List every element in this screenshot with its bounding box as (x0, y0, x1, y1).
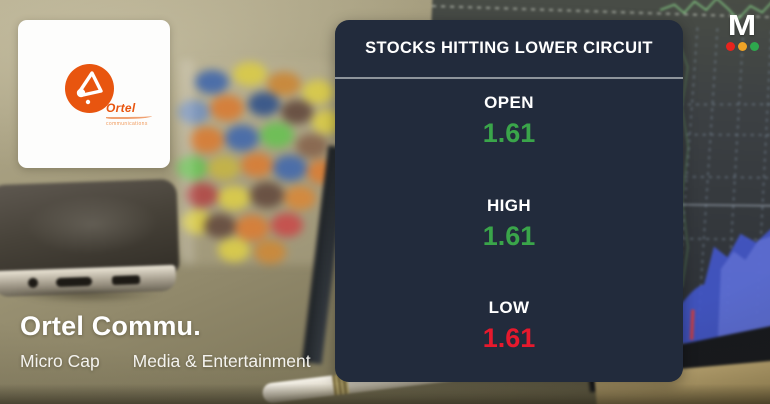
watermark-dots (721, 42, 763, 51)
brand-underline (106, 114, 152, 119)
stock-info: Ortel Commu. Micro Cap Media & Entertain… (20, 311, 311, 372)
usb-port (111, 275, 141, 286)
market-cap-label: Micro Cap (20, 351, 100, 371)
brand-subtitle: communications (106, 121, 148, 127)
company-logo-card: Ortel communications (18, 20, 170, 168)
phone-shadow (0, 292, 182, 306)
stock-name: Ortel Commu. (20, 311, 201, 341)
m-watermark-logo: M (721, 12, 763, 51)
stat-low: LOW 1.61 (335, 298, 683, 353)
watermark-dot-red (725, 42, 735, 51)
stat-open-value: 1.61 (482, 118, 536, 148)
ortel-logo-icon (65, 64, 114, 113)
stat-low-label: LOW (488, 298, 530, 317)
speaker-slot (55, 276, 93, 288)
headphone-jack (27, 277, 39, 288)
stat-high-label: HIGH (486, 195, 532, 215)
sector-label: Media & Entertainment (132, 351, 311, 371)
stats-card: STOCKS HITTING LOWER CIRCUIT OPEN 1.61 H… (335, 20, 683, 382)
brand-name: Ortel (106, 101, 136, 115)
stat-high-value: 1.61 (482, 220, 536, 251)
stat-open-label: OPEN (484, 93, 534, 112)
stat-low-value: 1.61 (482, 323, 536, 353)
watermark-letter: M (727, 10, 757, 42)
stock-meta: Micro Cap Media & Entertainment (20, 351, 311, 372)
stats-card-title: STOCKS HITTING LOWER CIRCUIT (365, 39, 653, 57)
phone-photo (0, 178, 180, 280)
watermark-dot-orange (737, 42, 747, 51)
stat-open: OPEN 1.61 (335, 93, 683, 148)
watermark-dot-green (749, 42, 759, 51)
stats-card-header: STOCKS HITTING LOWER CIRCUIT (335, 20, 683, 79)
stat-high: HIGH 1.61 (335, 196, 683, 251)
ortel-wordmark: Ortel communications (106, 101, 166, 127)
stats-card-body: OPEN 1.61 HIGH 1.61 LOW 1.61 (335, 79, 683, 382)
